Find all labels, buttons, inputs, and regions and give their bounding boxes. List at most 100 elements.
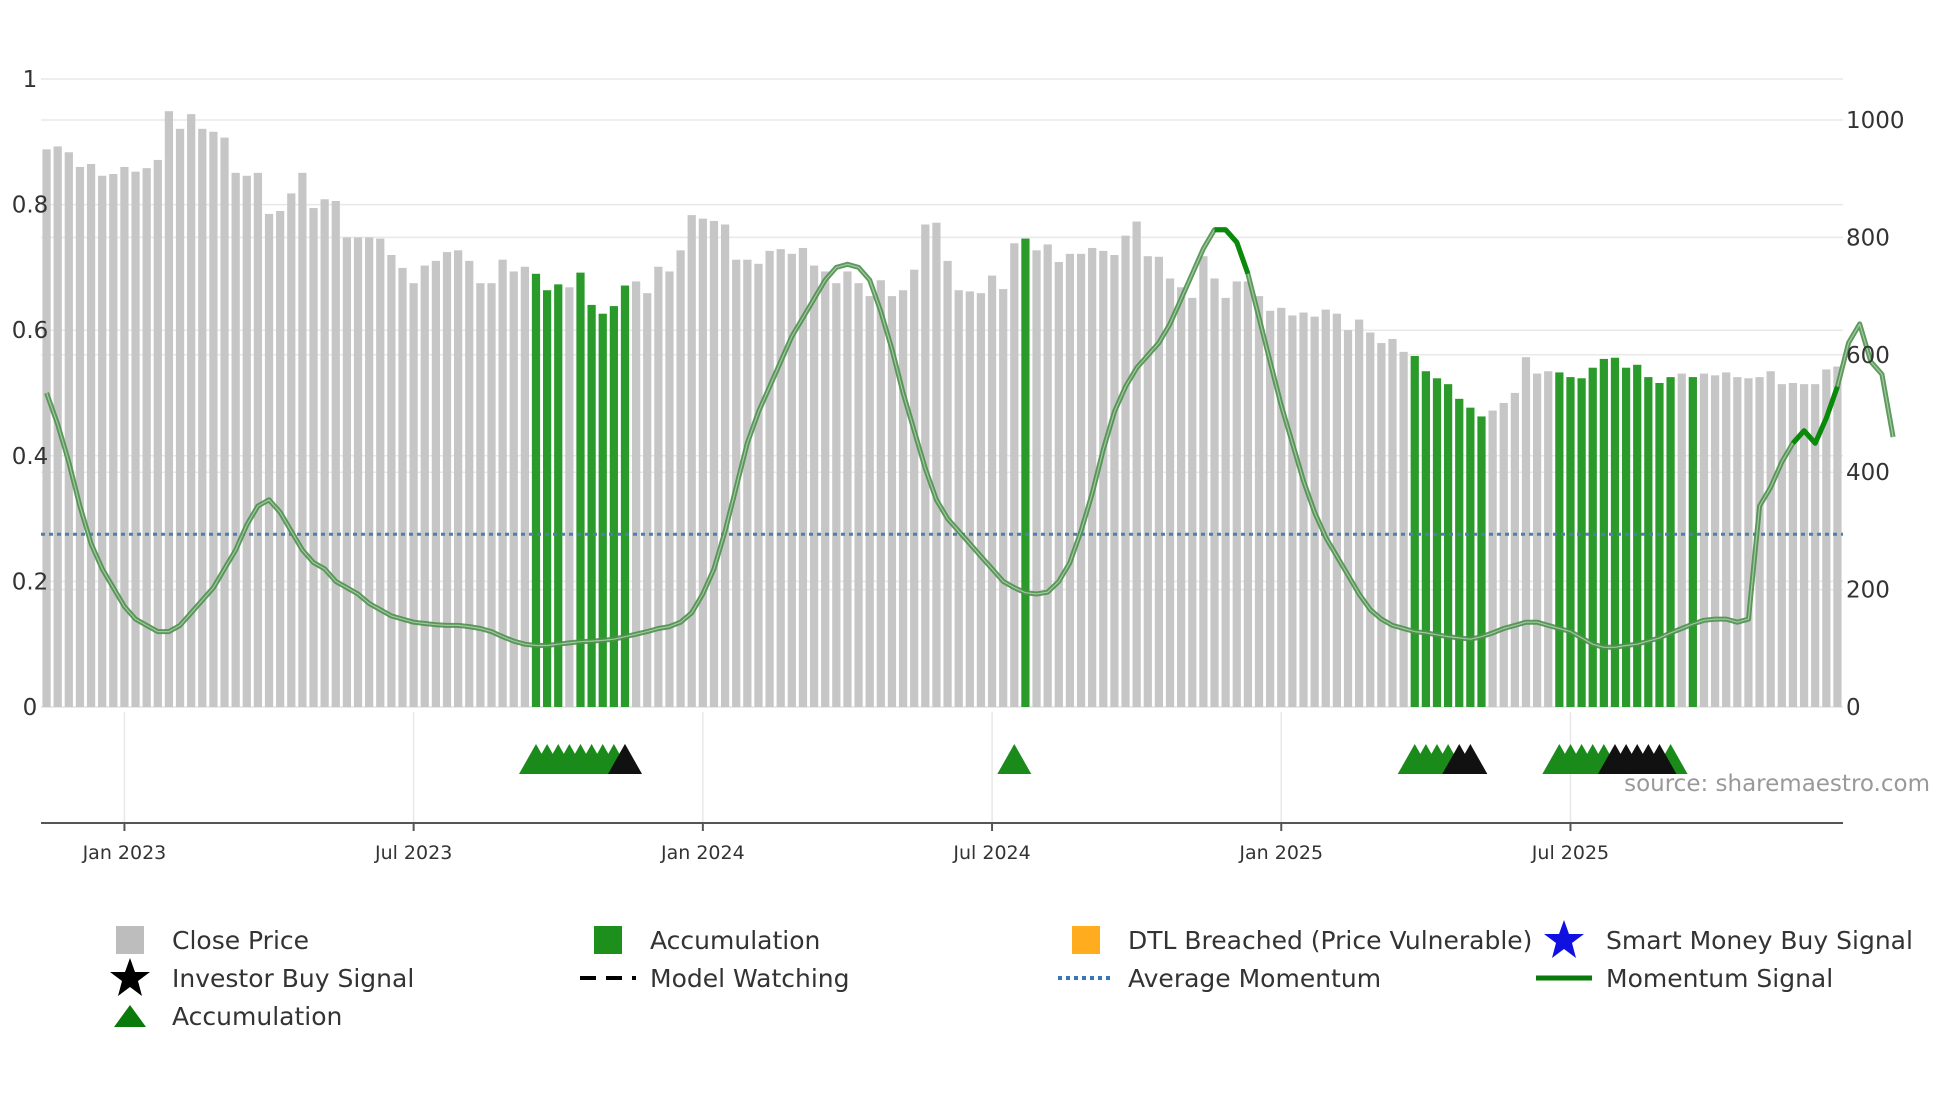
close-price-bar	[353, 237, 363, 707]
close-price-bar	[1210, 278, 1219, 707]
close-price-bar	[832, 283, 841, 707]
close-price-bar	[1388, 338, 1397, 707]
close-price-bar	[1321, 309, 1330, 707]
close-price-bar	[976, 293, 986, 707]
accumulation-bar	[1444, 384, 1453, 707]
close-price-bar	[1332, 313, 1341, 707]
close-price-bar	[42, 149, 51, 708]
close-price-bar	[487, 283, 496, 707]
close-price-bar	[209, 131, 218, 708]
close-price-bar	[1755, 377, 1764, 707]
accumulation-bar	[1588, 367, 1597, 707]
close-price-bar	[520, 266, 529, 707]
momentum-line-highlight	[46, 229, 1894, 648]
close-price-bar	[454, 250, 463, 707]
close-price-bar	[565, 287, 574, 707]
accumulation-bar	[587, 304, 596, 707]
close-price-bar	[75, 166, 85, 707]
accumulation-bar	[1421, 371, 1430, 707]
close-price-bar	[787, 253, 796, 707]
close-price-bar	[1177, 287, 1186, 707]
close-price-bar	[654, 266, 663, 707]
investor-buy-marker	[1642, 744, 1677, 774]
close-price-bar	[1299, 312, 1308, 707]
close-price-bar	[709, 220, 719, 708]
close-price-bar	[476, 283, 485, 707]
close-price-bar	[1699, 373, 1709, 707]
left-tick-label: 0.4	[12, 444, 49, 470]
accumulation-bar	[1477, 416, 1486, 707]
close-price-bar	[1499, 402, 1508, 707]
close-price-bar	[1744, 378, 1753, 707]
close-price-bar	[1277, 307, 1286, 707]
close-price-bar	[431, 260, 440, 707]
accumulation-bar	[1655, 382, 1664, 707]
close-price-bar	[1221, 297, 1230, 707]
accumulation-bar	[1555, 372, 1564, 707]
right-tick-label: 600	[1846, 343, 1890, 369]
close-price-bar	[153, 159, 162, 707]
investor-buy-marker	[1453, 744, 1488, 774]
close-price-bar	[821, 271, 830, 707]
close-price-bar	[1811, 384, 1820, 707]
accumulation-bar	[576, 272, 585, 707]
source-label: source: sharemaestro.com	[1624, 771, 1930, 797]
close-price-bar	[1544, 371, 1553, 707]
close-price-bar	[409, 283, 418, 707]
close-price-bar	[1777, 384, 1786, 707]
accumulation-bar	[1466, 407, 1475, 707]
close-price-bar	[1733, 377, 1742, 707]
x-tick-label: Jan 2024	[660, 842, 745, 864]
accumulation-bar	[531, 273, 541, 707]
close-price-bar	[1010, 243, 1019, 707]
close-price-bar	[1232, 281, 1241, 707]
close-price-bar	[1722, 372, 1731, 707]
close-price-bar	[276, 210, 285, 708]
investor-buy-marker	[607, 744, 642, 774]
accumulation-bar	[598, 313, 607, 707]
close-price-bar	[331, 201, 340, 708]
accumulation-bar	[1610, 357, 1620, 707]
left-axis-ticks: 0 0.2 0.4 0.6 0.8 1	[12, 67, 49, 721]
close-price-bar	[865, 296, 874, 707]
right-tick-label: 400	[1846, 460, 1890, 486]
close-price-bars	[42, 111, 1842, 708]
close-price-bar	[798, 247, 808, 707]
left-tick-label: 0	[23, 695, 38, 721]
close-price-bar	[1677, 373, 1686, 707]
x-axis-ticks: Jan 2023 Jul 2023 Jan 2024 Jul 2024 Jan 2025…	[82, 842, 1610, 864]
close-price-bar	[843, 271, 852, 707]
accumulation-bar	[1410, 355, 1419, 707]
close-price-bar	[376, 238, 385, 707]
close-price-bar	[676, 250, 685, 707]
close-price-bar	[643, 293, 652, 707]
close-price-bar	[1076, 253, 1086, 707]
close-price-bar	[665, 271, 674, 707]
close-price-bar	[1532, 373, 1542, 707]
close-price-bar	[398, 267, 407, 707]
close-price-bar	[1377, 343, 1386, 707]
close-price-bar	[743, 259, 752, 707]
close-price-bar	[309, 208, 318, 708]
close-price-bar	[164, 111, 174, 707]
close-price-bar	[342, 237, 352, 707]
close-price-bar	[420, 265, 429, 707]
close-price-bar	[1132, 221, 1141, 707]
close-price-bar	[264, 213, 274, 708]
close-price-bar	[687, 215, 696, 707]
accumulation-marker	[997, 744, 1032, 774]
close-price-bar	[1399, 351, 1408, 707]
close-price-bar	[1833, 366, 1842, 707]
accumulation-bar	[1633, 364, 1642, 707]
accumulation-bar	[1577, 378, 1586, 707]
close-price-bar	[109, 174, 118, 707]
x-tick-label: Jan 2025	[1238, 842, 1323, 864]
close-price-bar	[943, 260, 952, 707]
close-price-bar	[698, 218, 707, 707]
close-price-bar	[1054, 262, 1063, 707]
close-price-bar	[1788, 382, 1798, 707]
close-price-bar	[198, 128, 207, 707]
close-price-bar	[1266, 310, 1275, 707]
close-price-bar	[287, 193, 296, 707]
accumulation-bar	[1021, 238, 1030, 707]
